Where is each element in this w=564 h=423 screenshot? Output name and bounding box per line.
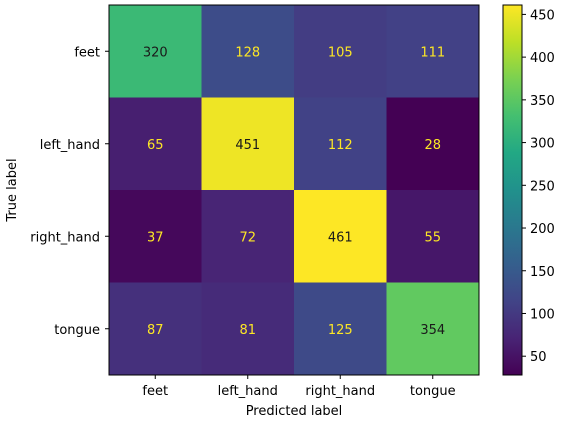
colorbar-tick-label: 400 bbox=[530, 51, 555, 66]
cell-value-label: 112 bbox=[328, 138, 353, 153]
colorbar-tick-label: 200 bbox=[530, 222, 555, 237]
cell-value-label: 128 bbox=[235, 45, 260, 60]
cell-value-label: 72 bbox=[239, 230, 256, 245]
cell-value-label: 65 bbox=[147, 138, 164, 153]
cell-value-label: 105 bbox=[328, 45, 353, 60]
cell-value-label: 81 bbox=[239, 323, 256, 338]
heatmap-cell bbox=[386, 5, 480, 98]
cell-value-label: 55 bbox=[424, 230, 441, 245]
cell-value-label: 451 bbox=[235, 138, 260, 153]
plot-frame bbox=[108, 4, 480, 376]
colorbar-tick-label: 150 bbox=[530, 265, 555, 280]
cell-value-label: 37 bbox=[147, 230, 164, 245]
x-tick-label: left_hand bbox=[218, 384, 278, 399]
colorbar-tick-label: 350 bbox=[530, 94, 555, 109]
heatmap-cell bbox=[294, 282, 387, 376]
x-tick-label: right_hand bbox=[305, 384, 375, 399]
cell-value-label: 28 bbox=[424, 138, 441, 153]
y-axis-label: True label bbox=[5, 158, 20, 222]
colorbar-tick-label: 300 bbox=[530, 137, 555, 152]
colorbar: 50 100 150 200 250 300 350 400 450 bbox=[502, 4, 555, 376]
colorbar-gradient bbox=[502, 4, 523, 376]
colorbar-tick-label: 450 bbox=[530, 8, 555, 23]
heatmap-cell bbox=[109, 97, 202, 191]
cell-value-label: 87 bbox=[147, 323, 164, 338]
y-tick-label: right_hand bbox=[30, 230, 100, 245]
heatmap-cells: 320 128 105 111 65 451 112 28 37 72 461 55 87 81 125 35… bbox=[109, 5, 480, 376]
heatmap-cell bbox=[386, 282, 480, 376]
heatmap-cell bbox=[201, 282, 295, 376]
heatmap-cell bbox=[109, 190, 202, 283]
heatmap-cell bbox=[294, 5, 387, 98]
heatmap-cell bbox=[201, 190, 295, 283]
heatmap-cell bbox=[109, 282, 202, 376]
cell-value-label: 111 bbox=[420, 45, 445, 60]
heatmap-cell bbox=[201, 97, 295, 191]
y-tick-label: left_hand bbox=[40, 138, 100, 153]
heatmap-cell bbox=[294, 97, 387, 191]
colorbar-tick-label: 250 bbox=[530, 179, 555, 194]
cell-value-label: 320 bbox=[143, 45, 168, 60]
y-tick-label: feet bbox=[74, 45, 100, 60]
heatmap-cell bbox=[294, 190, 387, 283]
cell-value-label: 461 bbox=[328, 230, 353, 245]
cell-value-label: 354 bbox=[420, 323, 445, 338]
cell-value-label: 125 bbox=[328, 323, 353, 338]
x-tick-label: tongue bbox=[410, 384, 456, 399]
colorbar-tick-label: 100 bbox=[530, 307, 555, 322]
x-axis-ticks: feet left_hand right_hand tongue bbox=[142, 375, 456, 399]
heatmap-cell bbox=[201, 5, 295, 98]
y-tick-label: tongue bbox=[54, 323, 100, 338]
heatmap-cell bbox=[109, 5, 202, 98]
x-axis-label: Predicted label bbox=[246, 404, 343, 419]
x-tick-label: feet bbox=[142, 384, 168, 399]
colorbar-tick-label: 50 bbox=[530, 350, 547, 365]
heatmap-cell bbox=[386, 97, 480, 191]
heatmap-cell bbox=[386, 190, 480, 283]
